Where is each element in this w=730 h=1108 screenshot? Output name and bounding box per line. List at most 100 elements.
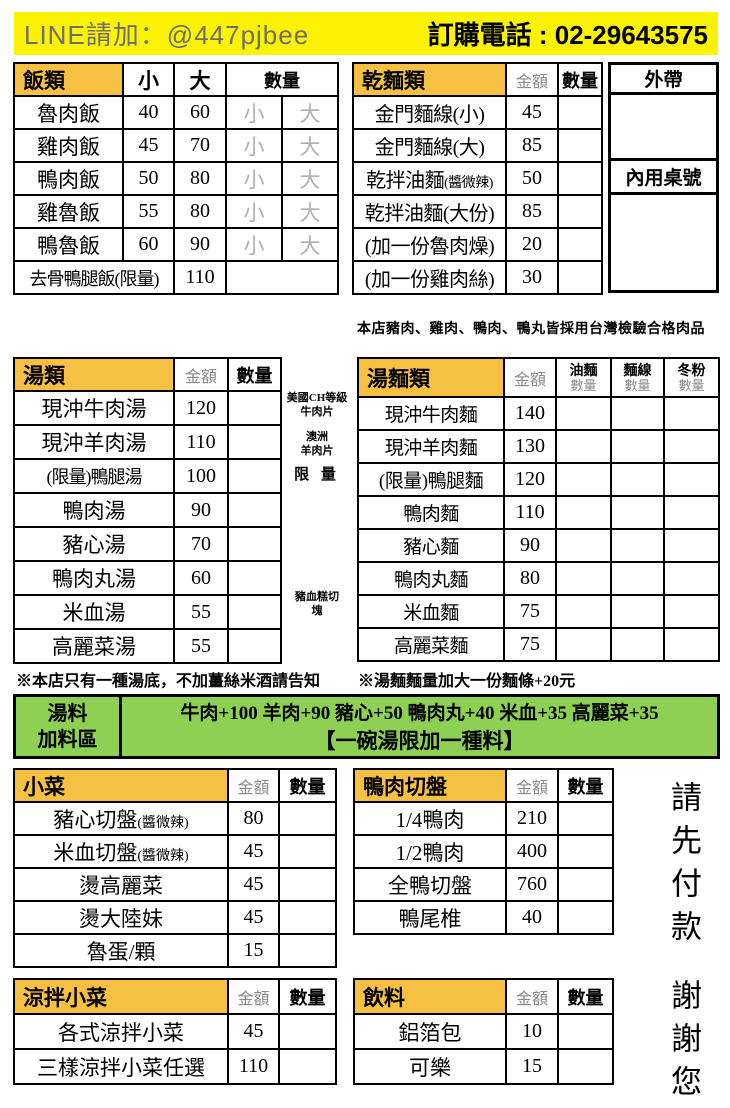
extra-noodle-footnote: ※湯麵麵量加大一份麵條+20元	[358, 673, 576, 690]
quantity-cell-small[interactable]: 小	[225, 95, 283, 130]
item-price: 15	[505, 1048, 559, 1085]
takeout-write-in-area[interactable]	[608, 95, 719, 161]
table-row: 豬心麵 90	[357, 528, 720, 563]
quantity-cell[interactable]	[555, 594, 612, 629]
qty-col-header: 數量	[557, 978, 614, 1015]
quantity-cell[interactable]	[663, 528, 720, 563]
quantity-cell[interactable]	[227, 458, 282, 494]
soup-noodles-header-row: 湯麵類 金額 油麵 數量 麵線 數量 冬粉 數量	[357, 357, 720, 398]
item-price-large: 80	[173, 194, 227, 229]
quantity-cell[interactable]	[557, 867, 614, 902]
quantity-cell[interactable]	[663, 429, 720, 464]
quantity-cell-large[interactable]: 大	[281, 128, 339, 163]
quantity-cell[interactable]	[227, 628, 282, 664]
quantity-cell[interactable]	[663, 561, 720, 596]
quantity-cell[interactable]	[610, 462, 665, 497]
quantity-cell[interactable]	[555, 627, 612, 662]
item-price: 80	[227, 801, 280, 836]
quantity-cell[interactable]	[555, 561, 612, 596]
quantity-cell[interactable]	[557, 834, 614, 869]
dry-noodles-header-row: 乾麵類 金額 數量	[352, 62, 603, 97]
quantity-cell-large[interactable]: 大	[281, 161, 339, 196]
quantity-cell-large[interactable]: 大	[281, 95, 339, 130]
quantity-cell-small[interactable]: 小	[225, 161, 283, 196]
quantity-cell-small[interactable]: 小	[225, 227, 283, 262]
quantity-cell[interactable]	[610, 528, 665, 563]
quantity-cell-small[interactable]: 小	[225, 194, 283, 229]
quantity-cell[interactable]	[557, 260, 603, 295]
item-price: 50	[505, 161, 559, 196]
quantity-cell[interactable]	[663, 594, 720, 629]
side-dishes-table: 小菜 金額 數量 豬心切盤(醬微辣) 80 米血切盤(醬微辣) 45 燙高麗菜 …	[13, 768, 337, 968]
quantity-cell[interactable]	[610, 495, 665, 530]
amount-col-header: 金額	[505, 768, 559, 803]
quantity-cell[interactable]	[557, 1013, 614, 1050]
pay-first-line: 請先付款	[666, 781, 701, 953]
item-name: 現沖羊肉湯	[13, 424, 175, 460]
quantity-cell[interactable]	[610, 594, 665, 629]
quantity-cell[interactable]	[555, 462, 612, 497]
quantity-cell[interactable]	[557, 128, 603, 163]
quantity-cell[interactable]	[278, 801, 337, 836]
item-name: 豬心切盤	[53, 807, 138, 832]
quantity-cell[interactable]	[557, 95, 603, 130]
soup-addon-bar: 湯料 加料區 牛肉+100 羊肉+90 豬心+50 鴨肉丸+40 米血+35 高…	[13, 694, 720, 759]
item-name: 雞肉飯	[13, 128, 124, 163]
quantity-cell[interactable]	[663, 462, 720, 497]
table-number-write-in-area[interactable]	[608, 195, 719, 293]
item-name: 鴨肉丸湯	[13, 560, 175, 596]
quantity-cell[interactable]	[227, 424, 282, 460]
quantity-cell[interactable]	[610, 429, 665, 464]
quantity-cell[interactable]	[227, 526, 282, 562]
quantity-cell[interactable]	[610, 561, 665, 596]
quantity-cell[interactable]	[663, 396, 720, 431]
quantity-cell[interactable]	[278, 834, 337, 869]
item-price: 120	[173, 390, 229, 426]
quantity-cell[interactable]	[278, 1048, 337, 1085]
addon-options-line: 牛肉+100 羊肉+90 豬心+50 鴨肉丸+40 米血+35 高麗菜+35	[180, 703, 659, 724]
amount-col-header: 金額	[227, 768, 280, 803]
quantity-cell[interactable]	[225, 260, 339, 295]
quantity-cell[interactable]	[278, 933, 337, 968]
quantity-cell[interactable]	[278, 1013, 337, 1050]
item-price-small: 50	[122, 161, 175, 196]
quantity-cell[interactable]	[610, 396, 665, 431]
quantity-cell[interactable]	[557, 900, 614, 935]
soups-section-title: 湯類	[13, 357, 175, 392]
quantity-cell[interactable]	[557, 227, 603, 262]
thank-you-line: 謝謝您	[666, 979, 701, 1108]
quantity-cell[interactable]	[227, 492, 282, 528]
pay-first-note: 請先付款 謝謝您	[662, 781, 704, 1108]
soups-header-row: 湯類 金額 數量	[13, 357, 282, 392]
rice-col-small: 小	[122, 62, 175, 97]
quantity-cell-small[interactable]: 小	[225, 128, 283, 163]
table-row: 各式涼拌小菜 45	[13, 1013, 337, 1050]
quantity-cell-large[interactable]: 大	[281, 227, 339, 262]
quantity-cell[interactable]	[663, 627, 720, 662]
quantity-cell[interactable]	[227, 594, 282, 630]
item-price: 100	[173, 458, 229, 494]
quantity-cell[interactable]	[610, 627, 665, 662]
quantity-cell[interactable]	[278, 900, 337, 935]
quantity-cell[interactable]	[555, 528, 612, 563]
quantity-cell[interactable]	[557, 194, 603, 229]
dine-in-table-number-label: 內用桌號	[608, 161, 719, 195]
quantity-cell[interactable]	[555, 495, 612, 530]
quantity-cell[interactable]	[557, 801, 614, 836]
rice-section-title: 飯類	[13, 62, 124, 97]
quantity-cell[interactable]	[227, 390, 282, 426]
quantity-cell[interactable]	[557, 1048, 614, 1085]
quantity-cell[interactable]	[227, 560, 282, 596]
quantity-cell[interactable]	[555, 429, 612, 464]
quantity-cell[interactable]	[555, 396, 612, 431]
quantity-cell[interactable]	[278, 867, 337, 902]
table-row: 鴨肉飯 50 80 小 大	[13, 161, 339, 196]
quantity-cell-large[interactable]: 大	[281, 194, 339, 229]
item-price: 45	[227, 834, 280, 869]
table-row: 豬心切盤(醬微辣) 80	[13, 801, 337, 836]
quantity-cell[interactable]	[663, 495, 720, 530]
quantity-cell[interactable]	[557, 161, 603, 196]
item-name: (限量)鴨腿麵	[357, 462, 505, 497]
table-row: 魯蛋/顆 15	[13, 933, 337, 968]
item-price: 130	[503, 429, 557, 464]
